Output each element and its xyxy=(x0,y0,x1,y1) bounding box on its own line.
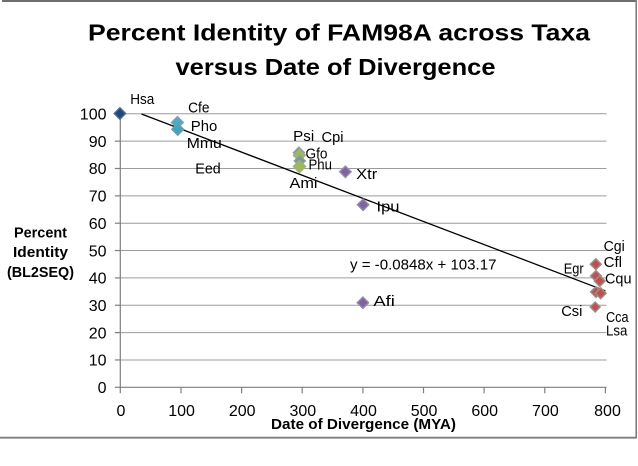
svg-text:Psi: Psi xyxy=(293,128,314,145)
svg-text:Pho: Pho xyxy=(191,118,218,135)
svg-text:80: 80 xyxy=(89,161,107,178)
svg-text:70: 70 xyxy=(89,189,107,206)
svg-text:Eed: Eed xyxy=(195,160,220,177)
svg-text:Xtr: Xtr xyxy=(356,166,377,183)
svg-text:Gfo: Gfo xyxy=(306,146,328,163)
svg-text:Date of Divergence (MYA): Date of Divergence (MYA) xyxy=(271,416,456,433)
svg-text:Lsa: Lsa xyxy=(606,323,628,340)
svg-text:800: 800 xyxy=(594,403,621,420)
svg-text:Cca: Cca xyxy=(606,309,629,326)
svg-text:60: 60 xyxy=(89,216,107,233)
svg-text:Egr: Egr xyxy=(564,260,584,277)
svg-text:Hsa: Hsa xyxy=(130,91,155,108)
svg-text:200: 200 xyxy=(229,403,256,420)
svg-text:500: 500 xyxy=(411,403,438,420)
svg-text:100: 100 xyxy=(168,403,195,420)
svg-text:Cfl: Cfl xyxy=(604,254,622,271)
svg-text:50: 50 xyxy=(89,243,107,260)
svg-text:Identity: Identity xyxy=(13,244,69,261)
svg-text:Ipu: Ipu xyxy=(377,198,400,215)
svg-text:Cpi: Cpi xyxy=(322,129,344,146)
svg-text:700: 700 xyxy=(532,403,559,420)
svg-text:90: 90 xyxy=(89,134,107,151)
svg-text:Csi: Csi xyxy=(561,303,582,320)
svg-text:30: 30 xyxy=(89,298,107,315)
svg-text:Cqu: Cqu xyxy=(605,270,632,287)
svg-text:Percent: Percent xyxy=(14,225,67,242)
svg-text:Cfe: Cfe xyxy=(188,100,209,117)
svg-text:versus Date of Divergence: versus Date of Divergence xyxy=(176,54,496,80)
svg-text:40: 40 xyxy=(89,271,107,288)
svg-text:300: 300 xyxy=(289,403,316,420)
svg-text:Ami: Ami xyxy=(290,175,318,192)
svg-text:10: 10 xyxy=(89,353,107,370)
svg-text:(BL2SEQ): (BL2SEQ) xyxy=(7,264,74,281)
svg-text:Afi: Afi xyxy=(373,293,395,310)
svg-text:400: 400 xyxy=(350,403,377,420)
svg-text:20: 20 xyxy=(89,325,107,342)
svg-text:Cgi: Cgi xyxy=(604,238,625,255)
svg-text:Percent Identity of FAM98A acr: Percent Identity of FAM98A across Taxa xyxy=(88,20,590,46)
svg-text:0: 0 xyxy=(98,380,107,397)
svg-text:100: 100 xyxy=(80,107,107,124)
svg-text:Phu: Phu xyxy=(309,157,333,174)
svg-text:0: 0 xyxy=(116,403,125,420)
svg-text:600: 600 xyxy=(471,403,498,420)
svg-text:Mmu: Mmu xyxy=(187,135,222,152)
svg-text:y = -0.0848x + 103.17: y = -0.0848x + 103.17 xyxy=(350,257,497,274)
